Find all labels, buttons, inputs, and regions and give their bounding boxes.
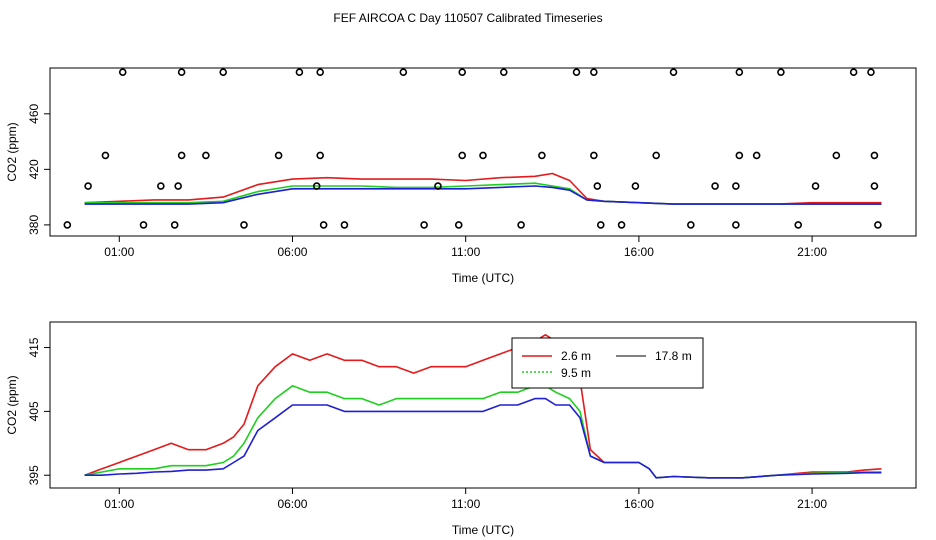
standard-point-19 xyxy=(340,221,349,229)
series-line-9-5-m xyxy=(84,182,882,205)
standard-point-23 xyxy=(454,221,463,229)
lower-y-axis-label: CO2 (ppm) xyxy=(5,375,19,434)
standard-point-38 xyxy=(669,68,678,76)
standard-point-31 xyxy=(590,68,598,76)
legend: 2.6 m 9.5 m 17.8 m xyxy=(511,337,704,389)
series-line-17-8-m xyxy=(84,397,882,479)
standard-point-35 xyxy=(617,221,626,229)
standard-point-25 xyxy=(458,68,467,76)
standard-point-26 xyxy=(479,151,487,160)
standard-point-27 xyxy=(499,68,508,76)
series-line-2-6-m xyxy=(84,333,882,479)
standard-point-5 xyxy=(157,182,165,190)
y-tick-label: 460 xyxy=(27,103,41,123)
standard-point-20 xyxy=(399,68,408,76)
series-line-9-5-m xyxy=(84,384,882,479)
standard-point-52 xyxy=(870,151,879,160)
standard-point-18 xyxy=(319,221,328,229)
standard-point-48 xyxy=(811,182,820,190)
upper-x-axis-label: Time (UTC) xyxy=(452,271,514,285)
standard-point-15 xyxy=(312,182,321,190)
standard-point-47 xyxy=(794,221,803,229)
figure-title: FEF AIRCOA C Day 110507 Calibrated Times… xyxy=(333,11,602,25)
standard-point-10 xyxy=(202,151,210,160)
standard-point-17 xyxy=(316,68,324,76)
x-tick-label: 11:00 xyxy=(451,245,480,259)
y-tick-label: 380 xyxy=(27,215,41,235)
x-tick-label: 11:00 xyxy=(451,497,480,511)
lower-data-marks xyxy=(84,333,882,479)
standard-point-8 xyxy=(177,151,186,160)
x-tick-label: 01:00 xyxy=(104,497,134,511)
legend-box xyxy=(511,337,704,389)
series-line-17-8-m xyxy=(84,185,882,205)
standard-point-32 xyxy=(590,151,598,160)
standard-point-45 xyxy=(752,151,761,160)
standard-point-29 xyxy=(538,151,546,160)
standard-point-49 xyxy=(832,151,841,160)
standard-point-24 xyxy=(458,151,467,160)
x-tick-label: 01:00 xyxy=(104,245,134,259)
standard-point-37 xyxy=(652,151,661,160)
y-tick-label: 420 xyxy=(27,159,41,179)
standard-point-43 xyxy=(735,151,744,160)
standard-point-9 xyxy=(177,68,186,76)
standard-point-3 xyxy=(118,68,127,76)
standard-point-30 xyxy=(572,68,581,76)
standard-point-12 xyxy=(240,221,248,229)
standard-point-0 xyxy=(63,221,72,229)
standard-point-53 xyxy=(870,182,879,190)
y-tick-label: 415 xyxy=(27,337,41,357)
standard-point-13 xyxy=(274,151,283,160)
legend-label-17-8m: 17.8 m xyxy=(655,349,692,363)
standard-point-7 xyxy=(174,182,182,190)
standard-point-41 xyxy=(732,221,740,229)
y-tick-label: 405 xyxy=(27,401,41,421)
standard-point-46 xyxy=(777,68,785,76)
standard-point-40 xyxy=(711,182,719,190)
standard-point-54 xyxy=(874,221,882,229)
y-tick-label: 395 xyxy=(27,465,41,485)
x-tick-label: 21:00 xyxy=(797,245,827,259)
upper-plot-frame xyxy=(49,67,917,237)
standard-point-6 xyxy=(170,221,179,229)
standard-point-4 xyxy=(139,221,148,229)
standard-point-28 xyxy=(517,221,525,229)
legend-label-9-5m: 9.5 m xyxy=(561,366,591,380)
standard-point-22 xyxy=(434,182,442,190)
standard-point-44 xyxy=(735,68,744,76)
standard-point-1 xyxy=(84,182,92,190)
standard-point-50 xyxy=(849,68,858,76)
lower-co2-panel: Time (UTC) CO2 (ppm) 01:00 06:00 11:00 16:0… xyxy=(5,321,917,537)
standard-point-33 xyxy=(593,182,602,190)
lower-x-axis-label: Time (UTC) xyxy=(452,523,514,537)
upper-y-axis-label: CO2 (ppm) xyxy=(5,122,19,181)
x-tick-label: 16:00 xyxy=(624,497,654,511)
upper-axis-ticks: 01:00 06:00 11:00 16:00 21:00 380 420 460 xyxy=(27,103,827,259)
legend-label-2-6m: 2.6 m xyxy=(561,349,591,363)
standard-point-34 xyxy=(596,221,605,229)
standard-point-21 xyxy=(420,221,428,229)
x-tick-label: 06:00 xyxy=(277,497,307,511)
upper-data-marks xyxy=(63,68,882,229)
standard-point-51 xyxy=(867,68,875,76)
x-tick-label: 16:00 xyxy=(624,245,654,259)
standard-point-39 xyxy=(687,221,695,229)
upper-co2-panel: Time (UTC) CO2 (ppm) 01:00 06:00 11:00 16:0… xyxy=(5,67,917,285)
lower-plot-frame xyxy=(49,321,917,489)
x-tick-label: 06:00 xyxy=(277,245,307,259)
standard-point-14 xyxy=(295,68,304,76)
x-tick-label: 21:00 xyxy=(797,497,827,511)
standard-point-42 xyxy=(732,182,740,190)
lower-axis-ticks: 01:00 06:00 11:00 16:00 21:00 395 405 415 xyxy=(27,337,827,511)
standard-point-2 xyxy=(101,151,110,160)
standard-point-11 xyxy=(219,68,227,76)
standard-point-16 xyxy=(316,151,324,160)
standard-point-36 xyxy=(631,182,640,190)
